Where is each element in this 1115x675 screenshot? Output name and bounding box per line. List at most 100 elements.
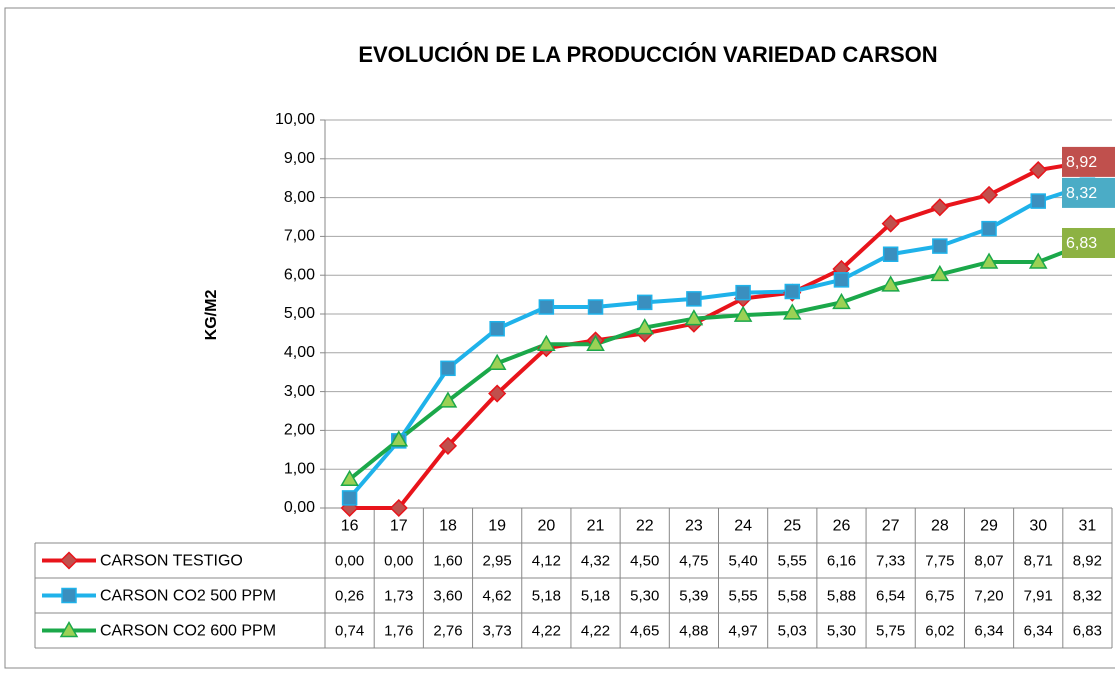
table-value: 1,60 xyxy=(433,552,462,569)
x-tick-label: 31 xyxy=(1079,518,1097,535)
marker xyxy=(59,551,79,570)
table-value: 6,16 xyxy=(827,552,856,569)
legend-label: CARSON CO2 600 PPM xyxy=(100,623,276,640)
end-label: 8,92 xyxy=(1066,154,1097,171)
x-tick-label: 20 xyxy=(537,518,555,535)
marker xyxy=(489,320,505,337)
y-tick-label: 9,00 xyxy=(284,150,315,167)
table-value: 5,18 xyxy=(532,587,561,604)
table-value: 5,55 xyxy=(728,587,757,604)
y-tick-label: 8,00 xyxy=(284,189,315,206)
table-value: 5,88 xyxy=(827,587,856,604)
table-value: 0,00 xyxy=(335,552,364,569)
marker xyxy=(782,303,802,320)
table-value: 5,39 xyxy=(679,587,708,604)
legend-label: CARSON TESTIGO xyxy=(100,553,243,570)
table-value: 5,58 xyxy=(778,587,807,604)
marker xyxy=(979,252,999,269)
table-value: 7,75 xyxy=(925,552,954,569)
end-label-box xyxy=(1062,177,1115,208)
x-tick-label: 19 xyxy=(488,518,506,535)
table-value: 4,97 xyxy=(728,622,757,639)
marker xyxy=(438,391,458,408)
x-tick-label: 17 xyxy=(390,518,408,535)
marker xyxy=(438,436,458,455)
marker xyxy=(930,198,949,217)
y-tick-label: 3,00 xyxy=(284,383,315,400)
table-value: 4,12 xyxy=(532,552,561,569)
end-label-box xyxy=(1062,146,1115,177)
marker xyxy=(881,214,900,233)
table-value: 7,33 xyxy=(876,552,905,569)
series-line xyxy=(348,183,1089,500)
marker xyxy=(1030,193,1046,209)
marker xyxy=(537,334,556,352)
table-value: 4,22 xyxy=(581,622,610,639)
series-line xyxy=(348,241,1089,481)
y-tick-label: 1,00 xyxy=(284,460,315,477)
marker xyxy=(440,360,456,377)
table-value: 8,07 xyxy=(974,552,1003,569)
marker xyxy=(832,292,851,310)
table-value: 1,73 xyxy=(384,587,413,604)
marker xyxy=(389,430,409,447)
x-tick-label: 16 xyxy=(341,518,359,535)
table-value: 6,02 xyxy=(925,622,954,639)
table-value: 0,00 xyxy=(384,552,413,569)
end-label: 8,32 xyxy=(1066,185,1097,202)
y-axis-label: KG/M2 xyxy=(203,290,220,341)
marker xyxy=(340,469,359,487)
marker xyxy=(881,275,900,292)
x-tick-label: 21 xyxy=(587,518,605,535)
x-tick-label: 18 xyxy=(439,518,457,535)
series-line xyxy=(349,159,1088,510)
marker xyxy=(587,299,604,315)
x-tick-label: 29 xyxy=(980,518,998,535)
table-value: 4,88 xyxy=(679,622,708,639)
legend-label: CARSON CO2 500 PPM xyxy=(100,588,276,605)
table-value: 6,34 xyxy=(974,622,1003,639)
table-value: 3,73 xyxy=(483,622,512,639)
table-value: 2,76 xyxy=(433,622,462,639)
marker xyxy=(488,384,507,403)
marker xyxy=(735,284,751,301)
table-value: 8,92 xyxy=(1073,552,1102,569)
end-label: 6,83 xyxy=(1066,235,1097,252)
x-tick-label: 24 xyxy=(734,518,752,535)
marker xyxy=(61,587,77,604)
table-value: 4,50 xyxy=(630,552,659,569)
marker xyxy=(684,309,704,326)
y-tick-label: 7,00 xyxy=(284,228,315,245)
marker xyxy=(981,220,997,237)
y-tick-label: 0,00 xyxy=(284,499,315,516)
y-tick-label: 2,00 xyxy=(284,422,315,439)
table-value: 1,76 xyxy=(384,622,413,639)
marker xyxy=(979,185,999,204)
chart-title: EVOLUCIÓN DE LA PRODUCCIÓN VARIEDAD CARS… xyxy=(358,42,937,67)
x-tick-label: 23 xyxy=(685,518,703,535)
marker xyxy=(59,620,79,638)
marker xyxy=(635,318,655,335)
table-value: 6,54 xyxy=(876,587,905,604)
table-value: 4,75 xyxy=(679,552,708,569)
marker xyxy=(341,490,358,506)
marker xyxy=(833,272,850,288)
table-value: 3,60 xyxy=(433,587,462,604)
marker xyxy=(784,283,801,300)
table-value: 6,83 xyxy=(1073,622,1102,639)
x-tick-label: 26 xyxy=(833,518,851,535)
table-value: 5,18 xyxy=(581,587,610,604)
marker xyxy=(1029,160,1048,180)
y-tick-label: 4,00 xyxy=(284,344,315,361)
y-tick-label: 5,00 xyxy=(284,305,315,322)
marker xyxy=(389,498,408,518)
table-value: 7,20 xyxy=(974,587,1003,604)
marker xyxy=(1028,252,1048,269)
end-label-box xyxy=(1062,227,1115,258)
table-value: 0,26 xyxy=(335,587,364,604)
marker xyxy=(686,291,702,307)
table-value: 5,30 xyxy=(630,587,659,604)
x-tick-label: 25 xyxy=(783,518,801,535)
table-value: 4,22 xyxy=(532,622,561,639)
